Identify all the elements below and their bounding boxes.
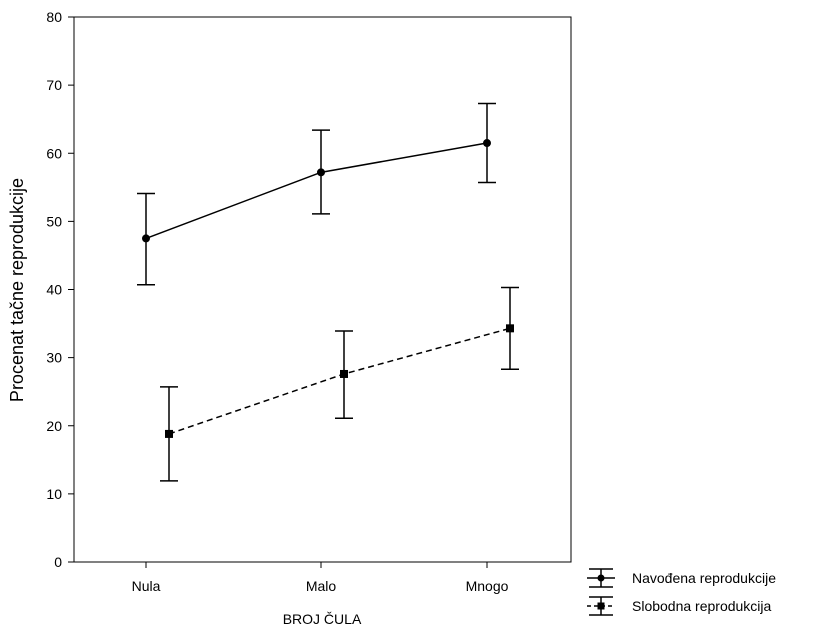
legend-label: Navođena reprodukcije [632, 570, 776, 586]
y-tick-label: 60 [46, 145, 62, 161]
y-tick-label: 10 [46, 486, 62, 502]
x-tick-label: Malo [306, 578, 337, 594]
data-point [317, 168, 325, 177]
data-point [483, 139, 491, 148]
plot-frame [73, 16, 572, 563]
data-point [165, 429, 173, 438]
x-axis-title: BROJ ČULA [283, 611, 362, 627]
data-point [340, 369, 348, 378]
x-axis: Nula Malo Mnogo [132, 562, 509, 594]
series-line [145, 142, 488, 240]
data-point [506, 324, 514, 333]
x-tick-label: Mnogo [466, 578, 509, 594]
legend-label: Slobodna reprodukcija [632, 598, 772, 614]
y-tick-label: 0 [54, 554, 62, 570]
data-point [142, 234, 150, 243]
y-axis: 0 10 20 30 40 50 60 70 80 [46, 9, 74, 570]
series-layer [137, 102, 519, 482]
y-tick-label: 20 [46, 418, 62, 434]
y-tick-label: 80 [46, 9, 62, 25]
y-tick-label: 50 [46, 213, 62, 229]
y-tick-label: 30 [46, 350, 62, 366]
y-tick-label: 40 [46, 282, 62, 298]
y-tick-label: 70 [46, 77, 62, 93]
x-tick-label: Nula [132, 578, 161, 594]
legend-marker [597, 574, 605, 582]
legend-marker [597, 602, 605, 610]
legend: Navođena reprodukcije Slobodna reprodukci… [587, 568, 776, 616]
y-axis-title: Procenat tačne reprodukcije [7, 178, 27, 402]
